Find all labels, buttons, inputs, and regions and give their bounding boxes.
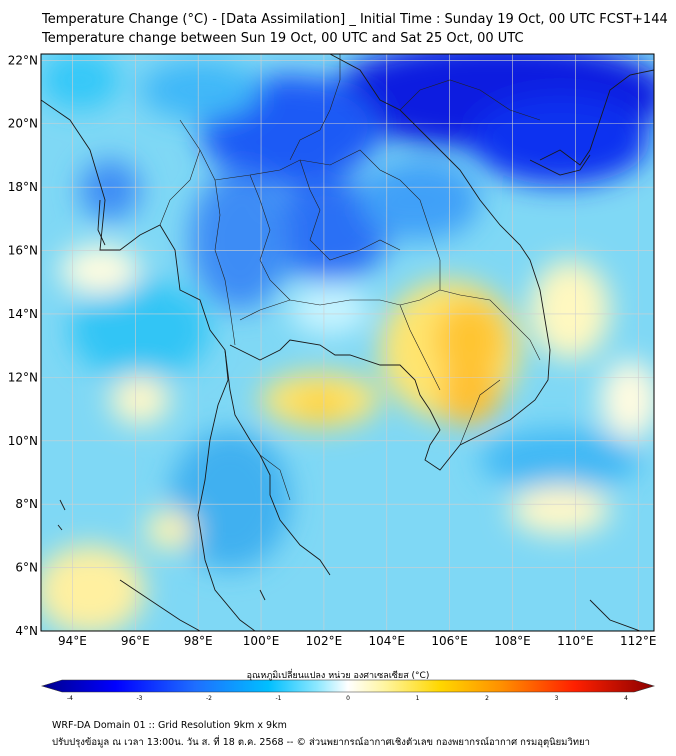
footer-credit: ปรับปรุงข้อมูล ณ เวลา 13:00น. วัน ส. ที่… <box>52 737 590 748</box>
lon-label: 98°E <box>184 634 213 648</box>
map-frame <box>40 53 655 632</box>
colorbar: -4 -3 -2 -1 0 1 2 3 4 <box>40 679 656 702</box>
admin-boundaries <box>159 54 541 501</box>
coastlines <box>41 54 654 631</box>
colorbar-tick-label: 1 <box>416 695 420 702</box>
lon-label: 100°E <box>243 634 280 648</box>
lat-label: 14°N <box>8 307 38 321</box>
colorbar-tick-label: -3 <box>137 695 143 702</box>
colorbar-bar <box>40 679 656 693</box>
map-subtitle: Temperature change between Sun 19 Oct, 0… <box>42 31 524 46</box>
colorbar-tick-label: -1 <box>276 695 282 702</box>
colorbar-ticks: -4 -3 -2 -1 0 1 2 3 4 <box>67 695 628 702</box>
lon-label: 96°E <box>121 634 150 648</box>
colorbar-title: อุณหภูมิเปลี่ยนแปลง หน่วย องศาเซลเซียส (… <box>246 671 430 681</box>
lat-label: 12°N <box>8 370 38 384</box>
lat-label: 20°N <box>8 117 38 131</box>
lon-label: 104°E <box>369 634 406 648</box>
colorbar-tick-label: 4 <box>624 695 628 702</box>
colorbar-tick-label: 0 <box>346 695 350 702</box>
colorbar-tick-label: 2 <box>485 695 489 702</box>
longitude-labels: 94°E 96°E 98°E 100°E 102°E 104°E 106°E 108°E 110… <box>58 634 657 648</box>
lat-label: 16°N <box>8 244 38 258</box>
lon-label: 108°E <box>494 634 531 648</box>
lat-label: 6°N <box>15 561 38 575</box>
lon-label: 102°E <box>306 634 343 648</box>
lat-label: 4°N <box>15 624 38 638</box>
lat-label: 8°N <box>15 497 38 511</box>
temperature-field <box>41 54 654 631</box>
lat-label: 10°N <box>8 434 38 448</box>
lat-label: 18°N <box>8 180 38 194</box>
colorbar-tick-label: -4 <box>67 695 73 702</box>
footer-model-info: WRF-DA Domain 01 :: Grid Resolution 9km … <box>52 720 287 731</box>
lon-label: 94°E <box>58 634 87 648</box>
latitude-labels: 22°N 20°N 18°N 16°N 14°N 12°N 10°N 8°N 6°N 4°N <box>8 53 38 638</box>
lon-label: 112°E <box>620 634 657 648</box>
lon-label: 106°E <box>431 634 468 648</box>
lon-label: 110°E <box>557 634 594 648</box>
colorbar-tick-label: 3 <box>555 695 559 702</box>
colorbar-tick-label: -2 <box>206 695 212 702</box>
lat-label: 22°N <box>8 53 38 67</box>
map-title: Temperature Change (°C) - [Data Assimila… <box>42 12 668 27</box>
